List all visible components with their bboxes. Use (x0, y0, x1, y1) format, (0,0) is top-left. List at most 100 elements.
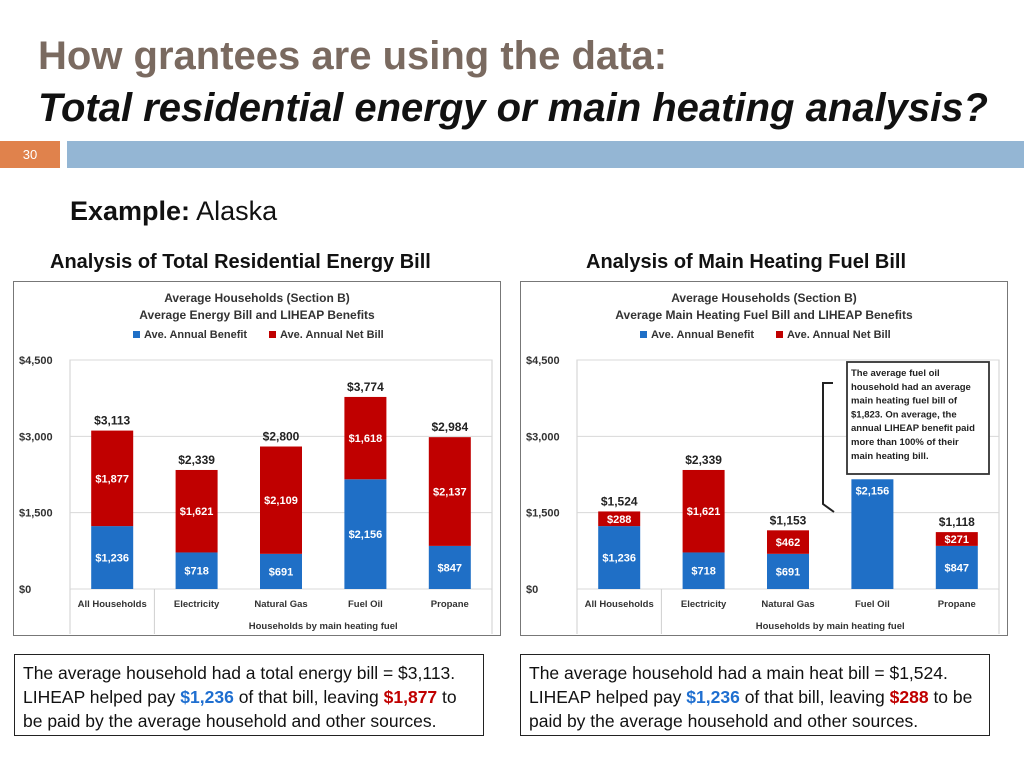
legend-label-benefit: Ave. Annual Benefit (651, 329, 754, 341)
bar-net (344, 396, 387, 480)
x-tick-label: Electricity (174, 599, 220, 610)
x-tick-label: Propane (938, 599, 976, 610)
bar-net (682, 469, 725, 553)
x-tick-label: All Households (78, 599, 147, 610)
x-axis-label: Households by main heating fuel (756, 621, 905, 632)
bar-net (767, 530, 809, 554)
left-caption-p2: of that bill, leaving (233, 687, 384, 707)
bar-label-benefit: $691 (269, 566, 293, 578)
bar-benefit (851, 479, 894, 589)
bar-total-label: $2,339 (178, 453, 215, 467)
annotation-box (846, 361, 990, 475)
bar-total-label: $1,118 (939, 515, 975, 529)
y-tick-label: $4,500 (526, 355, 560, 367)
bar-total-label: $2,339 (685, 453, 722, 467)
y-tick-label: $4,500 (19, 355, 53, 367)
chart-title-line: Average Energy Bill and LIHEAP Benefits (139, 308, 375, 322)
slide-title-line1: How grantees are using the data: (38, 34, 668, 78)
y-tick-label: $3,000 (526, 431, 560, 443)
legend-swatch-benefit (640, 331, 647, 338)
bar-total-label: $3,774 (347, 380, 384, 394)
y-tick-label: $1,500 (19, 508, 53, 520)
bar-label-benefit: $847 (945, 562, 969, 574)
bar-label-benefit: $2,156 (856, 485, 890, 497)
right-caption-line1: The average household had a main heat bi… (529, 663, 948, 683)
bar-benefit (175, 552, 218, 589)
y-tick-label: $3,000 (19, 431, 53, 443)
bar-label-benefit: $2,156 (349, 529, 383, 541)
right-caption-p2: of that bill, leaving (739, 687, 890, 707)
bar-benefit (598, 526, 641, 589)
example-line: Example: Alaska (70, 196, 277, 227)
x-tick-label: Natural Gas (254, 599, 307, 610)
bar-label-benefit: $718 (691, 566, 715, 578)
header-bar (67, 141, 1024, 168)
bar-label-net: $288 (607, 514, 631, 526)
left-caption-benefit: $1,236 (180, 687, 234, 707)
bar-net (428, 437, 471, 546)
x-tick-label: Natural Gas (761, 599, 814, 610)
bar-label-benefit: $1,236 (602, 553, 636, 565)
bar-total-label: $3,113 (94, 414, 130, 428)
legend-label-net: Ave. Annual Net Bill (280, 329, 384, 341)
right-caption-p3: to be paid by the average household and … (529, 687, 973, 731)
bar-label-net: $271 (945, 534, 969, 546)
right-chart-panel: Average Households (Section B) Average Ma… (520, 281, 1008, 636)
annotation-pointer (822, 382, 835, 513)
right-caption-benefit: $1,236 (686, 687, 740, 707)
bar-label-net: $1,877 (95, 473, 129, 485)
bar-benefit (428, 545, 471, 589)
bar-net (91, 430, 134, 527)
x-tick-label: All Households (585, 599, 654, 610)
left-chart-heading: Analysis of Total Residential Energy Bil… (50, 251, 431, 273)
legend-swatch-net (776, 331, 783, 338)
chart-title-line: Average Households (Section B) (164, 291, 350, 305)
bar-net (935, 532, 978, 546)
bar-benefit (767, 553, 809, 589)
bar-label-net: $1,618 (349, 433, 383, 445)
bar-benefit (682, 552, 725, 589)
example-label: Example: (70, 196, 191, 226)
example-value: Alaska (196, 196, 278, 226)
bar-label-benefit: $1,236 (95, 553, 129, 565)
bar-net (175, 469, 218, 553)
bar-label-net: $1,621 (687, 506, 721, 518)
right-chart-heading: Analysis of Main Heating Fuel Bill (586, 251, 907, 273)
right-caption-p1: LIHEAP helped pay (529, 687, 687, 707)
bar-label-net: $462 (776, 537, 800, 549)
y-tick-label: $0 (526, 584, 538, 596)
bar-total-label: $2,984 (431, 420, 468, 434)
bar-benefit (260, 553, 302, 589)
slide-title-line2: Total residential energy or main heating… (38, 86, 988, 130)
left-chart: Average Households (Section B) Average En… (19, 291, 493, 634)
legend-swatch-benefit (133, 331, 140, 338)
bar-net (598, 511, 641, 527)
bar-label-net: $2,137 (433, 487, 467, 499)
bar-benefit (344, 479, 387, 589)
legend-swatch-net (269, 331, 276, 338)
chart-title-line: Average Households (Section B) (671, 291, 857, 305)
annotation-text: The average fuel oil household had an ave… (851, 368, 975, 462)
page-number: 30 (0, 141, 60, 168)
bar-net (260, 446, 302, 554)
bar-label-net: $1,621 (180, 506, 214, 518)
chart-title-line: Average Main Heating Fuel Bill and LIHEA… (615, 308, 913, 322)
legend-label-benefit: Ave. Annual Benefit (144, 329, 247, 341)
left-caption-net: $1,877 (383, 687, 438, 707)
bar-benefit (935, 545, 978, 589)
bar-label-net: $2,109 (264, 495, 298, 507)
x-axis-label: Households by main heating fuel (249, 621, 398, 632)
bar-label-benefit: $718 (184, 566, 208, 578)
right-caption: The average household had a main heat bi… (520, 654, 990, 736)
left-caption-p1: LIHEAP helped pay (23, 687, 181, 707)
left-chart-panel: Average Households (Section B) Average En… (13, 281, 501, 636)
bar-total-label: $1,153 (770, 513, 807, 527)
x-tick-label: Fuel Oil (348, 599, 383, 610)
x-tick-label: Propane (431, 599, 469, 610)
y-tick-label: $1,500 (526, 508, 560, 520)
bar-benefit (91, 526, 134, 589)
left-caption-line1: The average household had a total energy… (23, 663, 456, 683)
bar-total-label: $2,800 (263, 430, 300, 444)
left-caption: The average household had a total energy… (14, 654, 484, 736)
right-caption-net: $288 (889, 687, 929, 707)
